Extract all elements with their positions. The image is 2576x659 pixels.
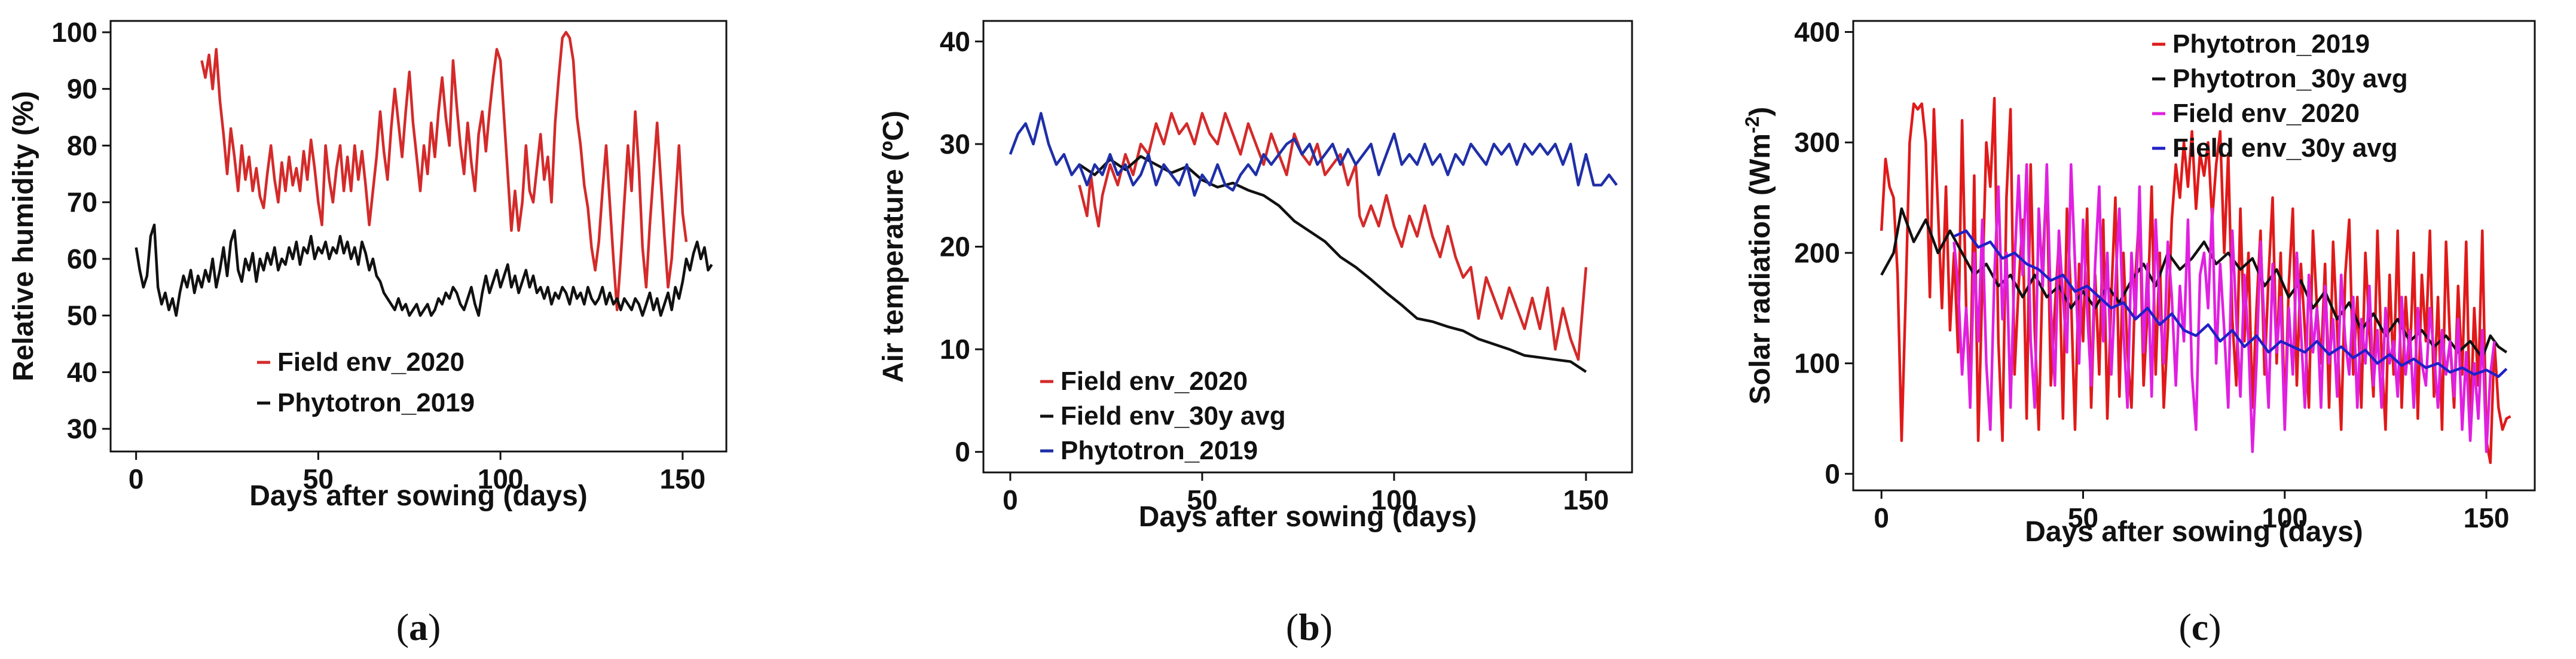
y-axis-label-text: Relative humidity (%) xyxy=(8,91,39,381)
x-tick-label: 100 xyxy=(2262,502,2308,533)
x-tick-label: 0 xyxy=(1003,484,1018,515)
x-axis-label: Days after sowing (days) xyxy=(1139,501,1477,533)
series-line-2 xyxy=(135,223,713,317)
x-axis-label: Days after sowing (days) xyxy=(249,480,588,512)
panel-label-close: ) xyxy=(428,606,441,648)
legend-label: Field env_30y avg xyxy=(2172,133,2398,163)
legend-label: Phytotron_30y avg xyxy=(2172,64,2408,93)
y-axis-label-suffix: ) xyxy=(1744,107,1776,117)
y-tick-label: 50 xyxy=(67,300,97,331)
x-tick-label: 50 xyxy=(303,463,334,495)
y-tick-label: 40 xyxy=(940,26,970,57)
panel-label: (a) xyxy=(396,606,441,648)
x-axis-label: Days after sowing (days) xyxy=(2025,516,2363,548)
y-axis-label: Solar radiation (Wm-2) xyxy=(1741,107,1776,405)
series-line-3 xyxy=(1952,163,2496,453)
legend-label: Field env_2020 xyxy=(277,347,465,377)
panel-label-letter: a xyxy=(409,606,428,648)
y-tick-label: 40 xyxy=(67,356,97,388)
y-tick-label: 400 xyxy=(1794,16,1840,47)
y-axis-label: Relative humidity (%) xyxy=(8,91,39,381)
y-tick-label: 100 xyxy=(51,17,97,48)
x-tick-label: 100 xyxy=(478,463,524,495)
y-tick-label: 70 xyxy=(67,187,97,218)
legend-label: Phytotron_2019 xyxy=(277,388,475,417)
y-axis-label: Air temperature (ºC) xyxy=(878,111,909,383)
panel-label-letter: c xyxy=(2192,606,2208,648)
plot-frame xyxy=(1852,20,2536,492)
chart-panel-c: 0 50 100 150 0 100 200 300 400 Phytotron_2019 Phyt… xyxy=(1741,16,2536,648)
y-tick-label: 90 xyxy=(67,74,97,105)
series-line-4 xyxy=(1953,229,2508,379)
x-tick-label: 150 xyxy=(2464,502,2510,533)
series-line-2 xyxy=(1078,155,1587,373)
x-tick-label: 150 xyxy=(659,463,705,495)
legend-label: Field env_2020 xyxy=(1061,367,1248,396)
panel-label-letter: b xyxy=(1298,606,1320,648)
y-tick-label: 20 xyxy=(940,231,970,263)
legend-label: Phytotron_2019 xyxy=(2172,29,2370,59)
y-tick-label: 80 xyxy=(67,130,97,161)
y-tick-label: 30 xyxy=(67,413,97,444)
panel-label: (c) xyxy=(2178,606,2221,648)
y-tick-label: 60 xyxy=(67,243,97,274)
panel-label-close: ) xyxy=(1320,606,1333,648)
series-line-1 xyxy=(200,30,688,312)
panel-label-open: ( xyxy=(1286,606,1298,648)
chart-panel-b: 0 50 100 150 0 10 20 30 40 Field env_2020 Field en… xyxy=(878,20,1633,648)
y-tick-label: 0 xyxy=(1825,458,1840,489)
x-tick-label: 0 xyxy=(1874,502,1889,533)
x-tick-label: 0 xyxy=(129,463,144,495)
y-tick-label: 200 xyxy=(1794,237,1840,269)
legend-label: Phytotron_2019 xyxy=(1061,436,1258,465)
series-line-1 xyxy=(1880,97,2511,465)
panel-label-open: ( xyxy=(396,606,409,648)
y-tick-label: 30 xyxy=(940,129,970,160)
x-tick-label: 150 xyxy=(1563,484,1609,515)
y-tick-label: 0 xyxy=(955,437,970,468)
panel-label-open: ( xyxy=(2178,606,2191,648)
y-axis-label-text: Solar radiation (Wm xyxy=(1744,133,1776,404)
series-line-1 xyxy=(1078,112,1588,361)
y-tick-label: 100 xyxy=(1794,348,1840,379)
x-tick-label: 100 xyxy=(1371,484,1417,515)
x-tick-label: 50 xyxy=(2068,502,2098,533)
x-tick-label: 50 xyxy=(1187,484,1217,515)
series-line-3 xyxy=(1009,112,1618,197)
chart-panel-a: 0 50 100 150 30 40 50 60 70 80 90 100 Field env_2020… xyxy=(8,17,728,648)
panel-label: (b) xyxy=(1286,606,1333,648)
legend-label: Field env_2020 xyxy=(2172,99,2360,128)
plot-frame xyxy=(109,20,728,453)
legend-label: Field env_30y avg xyxy=(1061,401,1286,431)
y-tick-label: 10 xyxy=(940,334,970,365)
y-axis-label-text: Air temperature (ºC) xyxy=(878,111,909,383)
y-axis-label-superscript: -2 xyxy=(1741,117,1763,133)
y-tick-label: 300 xyxy=(1794,127,1840,158)
panel-label-close: ) xyxy=(2208,606,2221,648)
